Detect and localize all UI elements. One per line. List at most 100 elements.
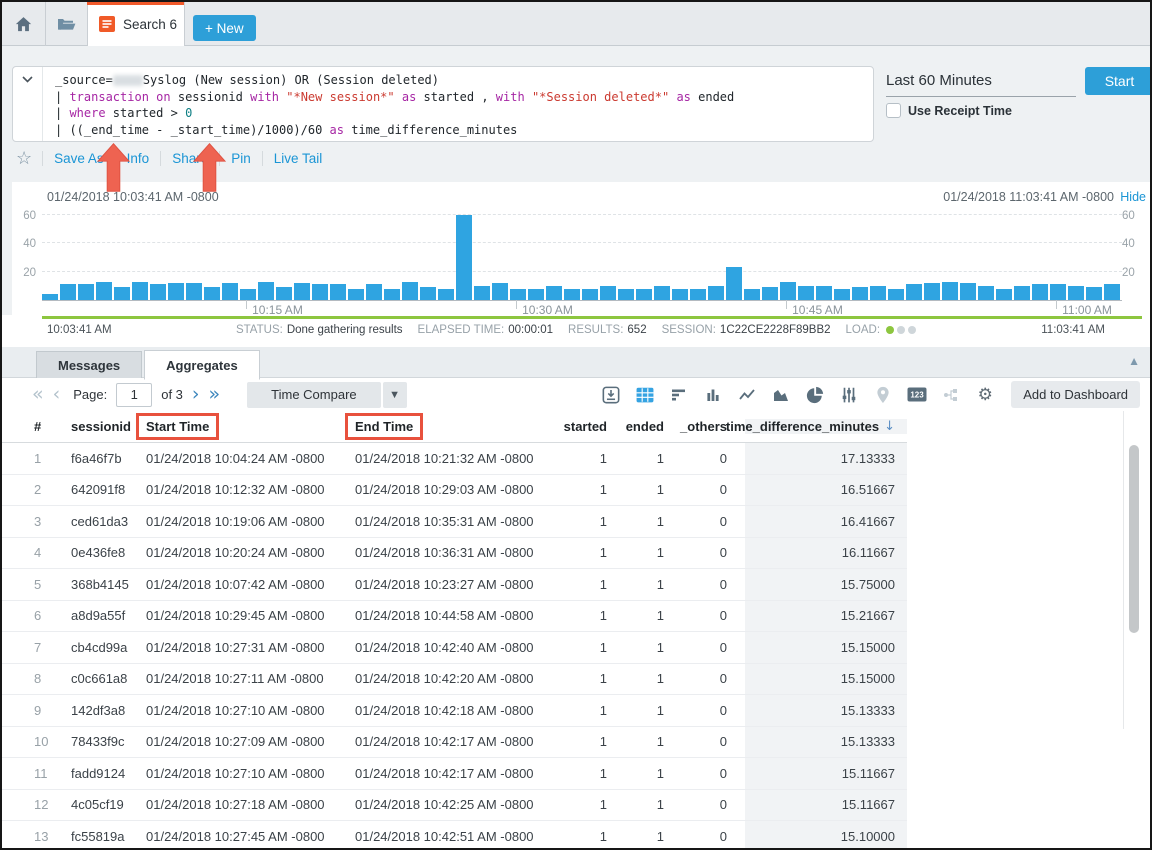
export-download-icon[interactable] [601, 385, 621, 405]
table-row[interactable]: 6 a8d9a55f 01/24/2018 10:29:45 AM -0800 01/… [2, 600, 907, 632]
line-chart-icon[interactable] [737, 385, 757, 405]
histogram-bar [474, 286, 490, 300]
settings-sliders-icon[interactable] [839, 385, 859, 405]
column-header-num[interactable]: # [34, 419, 42, 434]
cell-tdm: 16.51667 [745, 474, 907, 505]
x-axis-labels: 10:15 AM 10:30 AM 10:45 AM 11:00 AM [42, 300, 1122, 318]
cell-start: 01/24/2018 10:27:18 AM -0800 [146, 797, 325, 813]
table-row[interactable]: 7 cb4cd99a 01/24/2018 10:27:31 AM -0800 01/… [2, 632, 907, 664]
table-row[interactable]: 5 368b4145 01/24/2018 10:07:42 AM -0800 01/… [2, 569, 907, 601]
previous-page-button[interactable]: ‹ [52, 383, 61, 405]
gear-icon[interactable]: ⚙ [977, 384, 993, 405]
action-live-tail[interactable]: Live Tail [261, 150, 334, 166]
cell-others: 0 [719, 797, 727, 813]
cell-others: 0 [719, 734, 727, 750]
map-pin-icon[interactable] [873, 385, 893, 405]
y-tick-label: 20 [1122, 266, 1135, 279]
cell-others: 0 [719, 513, 727, 529]
cell-num: 12 [34, 797, 49, 813]
cell-sessionid: cb4cd99a [71, 639, 128, 655]
table-row[interactable]: 10 78433f9c 01/24/2018 10:27:09 AM -0800 01… [2, 726, 907, 758]
time-compare-dropdown[interactable]: ▼ [382, 381, 407, 408]
histogram-bar [420, 287, 436, 300]
table-view-icon[interactable] [635, 385, 655, 405]
pie-chart-icon[interactable] [805, 385, 825, 405]
home-button[interactable] [2, 2, 46, 46]
column-header-sessionid[interactable]: sessionid [71, 419, 131, 434]
query-code[interactable]: _source= Syslog (New session) OR (Session… [55, 73, 735, 137]
histogram-bar [1086, 287, 1102, 300]
cell-ended: 1 [656, 608, 664, 624]
table-row[interactable]: 1 f6a46f7b 01/24/2018 10:04:24 AM -0800 01/… [2, 443, 907, 475]
query-editor: _source= Syslog (New session) OR (Session… [12, 66, 874, 142]
add-to-dashboard-button[interactable]: Add to Dashboard [1011, 381, 1140, 408]
query-collapse-control[interactable] [13, 67, 43, 141]
column-header-started[interactable]: started [563, 419, 607, 434]
column-header-ended[interactable]: ended [625, 419, 664, 434]
scrollbar-thumb[interactable] [1129, 445, 1139, 633]
bar-chart-horizontal-icon[interactable] [669, 385, 689, 405]
time-compare-button[interactable]: Time Compare [247, 381, 381, 408]
action-pin[interactable]: Pin [219, 150, 262, 166]
column-chart-icon[interactable] [703, 385, 723, 405]
tab-search-6[interactable]: Search 6 [87, 2, 185, 46]
x-tick-label: 11:00 AM [1062, 303, 1112, 317]
column-header-start[interactable]: Start Time [136, 413, 355, 440]
next-page-button[interactable]: › [191, 383, 200, 405]
number-chart-icon[interactable]: 123 [907, 385, 927, 405]
cell-start: 01/24/2018 10:29:45 AM -0800 [146, 608, 325, 624]
column-header-end[interactable]: End Time [345, 413, 547, 440]
tab-aggregates[interactable]: Aggregates [144, 350, 260, 380]
histogram-bar [384, 289, 400, 300]
table-row[interactable]: 9 142df3a8 01/24/2018 10:27:10 AM -0800 01/… [2, 695, 907, 727]
table-row[interactable]: 13 fc55819a 01/24/2018 10:27:45 AM -0800 01… [2, 821, 907, 848]
y-tick-label: 60 [1122, 209, 1135, 222]
cell-others: 0 [719, 450, 727, 466]
table-row[interactable]: 2 642091f8 01/24/2018 10:12:32 AM -0800 01/… [2, 474, 907, 506]
table-row[interactable]: 4 0e436fe8 01/24/2018 10:20:24 AM -0800 01/… [2, 537, 907, 569]
use-receipt-checkbox[interactable] [886, 103, 901, 118]
first-page-button[interactable]: « [32, 383, 44, 405]
action-share[interactable]: Share [160, 150, 219, 166]
histogram-bar [276, 287, 292, 300]
action-info[interactable]: Info [114, 150, 161, 166]
cell-ended: 1 [656, 576, 664, 592]
sort-desc-icon: ↓ [884, 419, 895, 434]
cell-ended: 1 [656, 482, 664, 498]
histogram-plot[interactable] [42, 210, 1122, 300]
histogram-bar [96, 282, 112, 300]
time-range-selector[interactable]: Last 60 Minutes [886, 72, 1076, 97]
column-header-tdm[interactable]: time_difference_minutes ↓ [726, 419, 907, 434]
histogram-bar [204, 287, 220, 300]
area-chart-icon[interactable] [771, 385, 791, 405]
favorite-star-icon[interactable]: ☆ [16, 148, 33, 168]
cell-started: 1 [599, 797, 607, 813]
cell-ended: 1 [656, 765, 664, 781]
last-page-button[interactable]: » [208, 383, 221, 405]
page-number-input[interactable] [116, 382, 153, 407]
start-search-button[interactable]: Start [1085, 67, 1150, 95]
histogram-bar [888, 289, 904, 300]
new-tab-button[interactable]: + New [193, 15, 256, 41]
collapse-panel-icon[interactable]: ▲ [1128, 354, 1140, 368]
table-row[interactable]: 8 c0c661a8 01/24/2018 10:27:11 AM -0800 01/… [2, 663, 907, 695]
histogram-bar [222, 283, 238, 300]
table-row[interactable]: 12 4c05cf19 01/24/2018 10:27:18 AM -0800 01… [2, 789, 907, 821]
histogram-bar [186, 283, 202, 300]
histogram-bar [960, 283, 976, 300]
y-tick-label: 20 [23, 266, 36, 279]
cell-started: 1 [599, 608, 607, 624]
tab-messages[interactable]: Messages [36, 351, 143, 379]
action-save-as[interactable]: Save As [42, 150, 115, 166]
node-graph-icon[interactable] [941, 385, 961, 405]
table-row[interactable]: 3 ced61da3 01/24/2018 10:19:06 AM -0800 01/… [2, 506, 907, 538]
histogram-bar [816, 286, 832, 300]
table-row[interactable]: 11 fadd9124 01/24/2018 10:27:10 AM -0800 01… [2, 758, 907, 790]
folder-button[interactable] [46, 2, 88, 46]
cell-ended: 1 [656, 450, 664, 466]
hide-histogram-link[interactable]: Hide [1120, 190, 1146, 204]
cell-ended: 1 [656, 671, 664, 687]
column-header-others[interactable]: _others [680, 419, 727, 434]
cell-start: 01/24/2018 10:27:09 AM -0800 [146, 734, 325, 750]
